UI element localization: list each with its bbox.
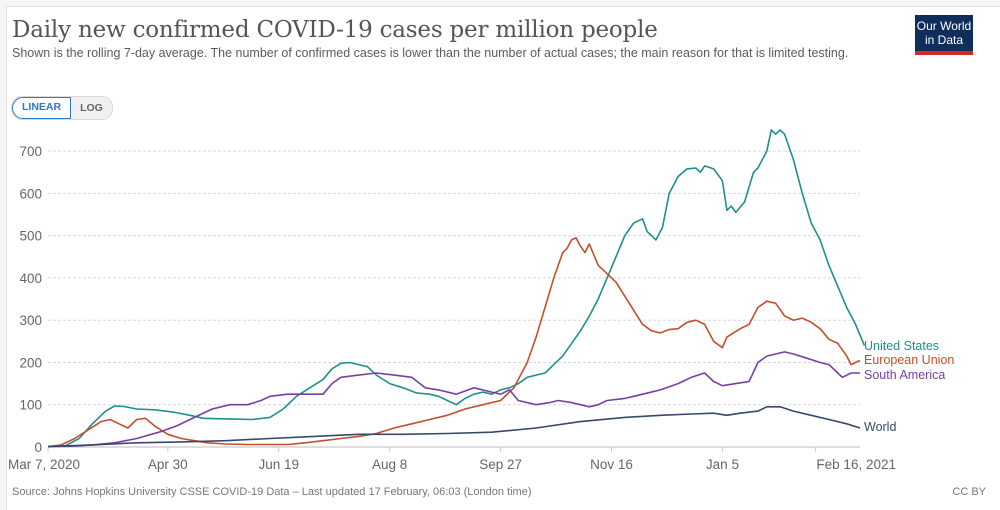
chart-subtitle: Shown is the rolling 7-day average. The … [12,46,849,60]
legend-label-united-states: United States [864,339,939,353]
legend-label-european-union: European Union [864,353,954,367]
logo-line-2: in Data [924,32,964,47]
y-tick-label: 0 [34,440,42,455]
x-axis: Mar 7, 2020 Apr 30 Jun 19 Aug 8 Sep 27 Nov 16… [8,446,896,472]
source-note[interactable]: Source: Johns Hopkins University CSSE CO… [12,486,532,498]
chart-title: Daily new confirmed COVID-19 cases per m… [12,17,658,43]
owid-logo[interactable]: Our World in Data [915,15,973,55]
series-line-south-america [47,351,860,448]
y-tick-label: 500 [19,229,42,244]
x-tick-label: Mar 7, 2020 [8,457,80,472]
y-axis: 0 100 200 300 400 500 600 700 [19,144,42,455]
y-tick-label: 100 [19,398,42,413]
chart-card [6,6,1000,510]
series-line-european-union [47,237,861,448]
y-tick-label: 600 [19,186,42,201]
license-link[interactable]: CC BY [952,486,986,498]
y-tick-label: 700 [19,144,42,159]
scale-toggle: LINEAR LOG [11,96,113,120]
series-line-united-states [47,129,866,448]
x-tick-label: Nov 16 [590,457,633,472]
legend-label-world: World [864,420,896,434]
log-scale-button[interactable]: LOG [80,102,103,114]
x-tick-label: Aug 8 [372,457,407,472]
x-tick-label: Apr 30 [148,457,188,472]
y-tick-label: 400 [19,271,42,286]
x-tick-label: Jun 19 [258,457,299,472]
x-tick-label: Sep 27 [479,457,522,472]
x-tick-label: Jan 5 [706,457,739,472]
y-tick-label: 300 [19,313,42,328]
grid-lines [48,150,860,406]
y-tick-label: 200 [19,355,42,370]
series-line-world [47,406,861,448]
linear-scale-button[interactable]: LINEAR [12,97,72,119]
legend-label-south-america: South America [864,368,945,382]
logo-line-1: Our World [916,19,972,33]
series-lines [47,129,866,448]
x-tick-label: Feb 16, 2021 [816,457,896,472]
